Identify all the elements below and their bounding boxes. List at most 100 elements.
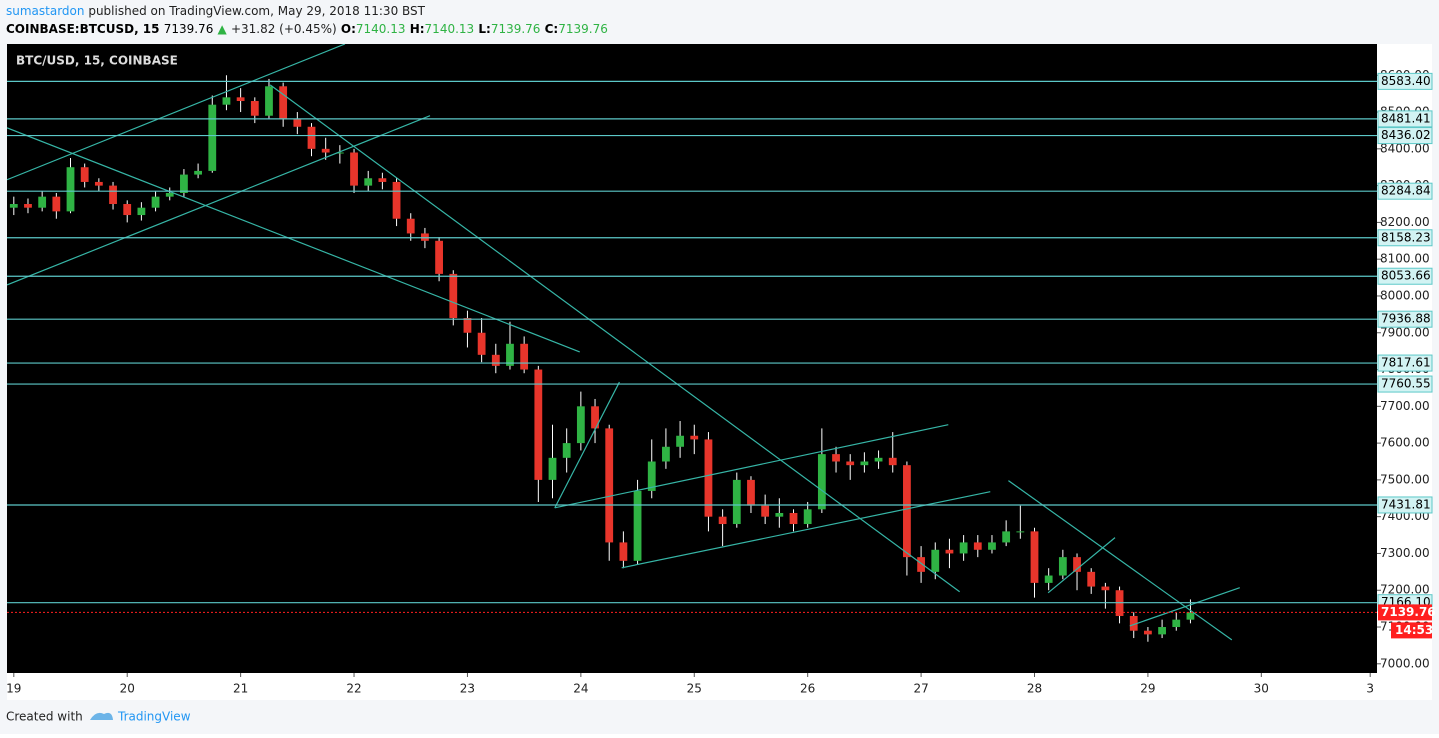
chart-title: BTC/USD, 15, COINBASE (16, 54, 178, 68)
candle-body (9, 204, 18, 208)
level-label-box (1377, 229, 1433, 247)
y-tick-label: 7000.00 (1380, 656, 1430, 670)
level-label-box (1377, 267, 1433, 285)
high-label: H: (410, 22, 425, 36)
level-label-box (1377, 72, 1433, 90)
x-tick-label: 23 (460, 682, 475, 696)
y-tick-label: 7200.00 (1380, 583, 1430, 597)
candle-body (647, 461, 656, 491)
level-label: 8481.41 (1381, 111, 1431, 125)
candle-body (1058, 557, 1067, 576)
published: published on TradingView.com, May 29, 20… (88, 4, 425, 18)
candle-body (279, 86, 288, 120)
level-label-box (1377, 310, 1433, 328)
candle-body (591, 406, 599, 429)
candle-body (534, 369, 543, 480)
candle-body (605, 428, 614, 543)
footer-brand[interactable]: TradingView (117, 710, 191, 724)
candle-body (988, 542, 996, 550)
candle-body (151, 196, 160, 208)
candle-body (803, 509, 812, 525)
x-tick-label: 30 (1254, 682, 1269, 696)
candle-body (846, 461, 855, 466)
trendline (1129, 587, 1240, 627)
candle-body (421, 233, 429, 241)
candle-body (1002, 531, 1011, 543)
level-label-box (1377, 182, 1433, 200)
candle-body (307, 126, 316, 149)
candle-body (293, 119, 302, 127)
level-label: 7817.61 (1381, 356, 1431, 370)
author[interactable]: sumastardon (6, 4, 85, 18)
trendline (7, 127, 580, 353)
countdown-box (1391, 622, 1432, 639)
level-label-box (1377, 354, 1433, 372)
time-axis-bg (7, 673, 1432, 700)
candle-body (1172, 619, 1181, 628)
change: +31.82 (+0.45%) (231, 22, 337, 36)
open: 7140.13 (356, 22, 406, 36)
y-tick-label: 7300.00 (1380, 546, 1430, 560)
level-label-box (1377, 496, 1433, 514)
candle-body (676, 435, 684, 447)
candle-body (931, 549, 940, 572)
candle-body (80, 167, 89, 182)
y-tick-label: 7500.00 (1380, 472, 1430, 486)
candle-body (406, 218, 415, 234)
candle-body (1144, 630, 1152, 635)
brand-logo (90, 712, 113, 720)
trendline (7, 44, 346, 181)
plot-bg (7, 44, 1377, 673)
candle-body (435, 240, 443, 274)
y-tick-label: 7600.00 (1380, 436, 1430, 450)
candle-body (520, 343, 529, 370)
footer-created: Created with (6, 710, 83, 724)
candle-body (477, 332, 486, 355)
level-label: 8158.23 (1381, 230, 1431, 244)
level-label: 7431.81 (1381, 497, 1431, 511)
x-tick-label: 20 (120, 682, 135, 696)
candle-body (789, 512, 798, 525)
level-label: 8053.66 (1381, 269, 1431, 283)
y-tick-label: 8100.00 (1380, 252, 1430, 266)
y-tick-label: 7700.00 (1380, 399, 1430, 413)
header-line: sumastardon published on TradingView.com… (6, 4, 426, 18)
trendline (1008, 480, 1233, 641)
candle-body (449, 273, 458, 319)
candle-body (732, 479, 741, 525)
candle-body (747, 479, 755, 506)
low: 7139.76 (491, 22, 541, 36)
candle-body (690, 435, 699, 440)
candle-body (1186, 612, 1195, 620)
level-label-box (1377, 110, 1433, 128)
x-tick-label: 21 (233, 682, 248, 696)
open-label: O: (341, 22, 356, 36)
candle-body (959, 542, 968, 554)
candle-body (364, 178, 373, 186)
candle-body (265, 86, 273, 116)
candle-body (917, 557, 925, 572)
level-label: 8583.40 (1381, 74, 1431, 88)
candle-body (392, 181, 401, 219)
x-tick-label: 19 (6, 682, 21, 696)
x-tick-label: 24 (573, 682, 588, 696)
candle-body (1044, 575, 1053, 583)
candle-body (491, 354, 500, 366)
last-price-box (1378, 604, 1432, 621)
candle-body (832, 454, 840, 462)
candle-body (66, 167, 75, 212)
last: 7139.76 (164, 22, 214, 36)
candle-body (236, 97, 245, 102)
candle-body (1101, 586, 1110, 591)
x-tick-label: 3 (1366, 682, 1374, 696)
x-tick-label: 26 (800, 682, 815, 696)
level-label: 8284.84 (1381, 184, 1431, 198)
x-tick-label: 25 (687, 682, 702, 696)
candle-body (378, 178, 387, 182)
candle-body (222, 97, 231, 105)
candle-body (335, 152, 344, 154)
x-tick-label: 29 (1140, 682, 1155, 696)
high: 7140.13 (425, 22, 475, 36)
candle-body (562, 443, 571, 458)
